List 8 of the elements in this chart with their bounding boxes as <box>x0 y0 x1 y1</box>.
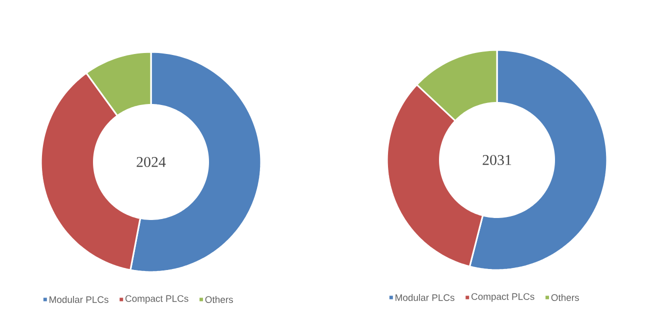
legend-label: Others <box>551 294 579 301</box>
legend-label: Others <box>205 296 233 303</box>
legend-label: Compact PLCs <box>125 295 188 304</box>
legend-label: Compact PLCs <box>471 293 534 302</box>
text: 2024 <box>136 156 166 168</box>
legend-label: Modular PLCs <box>50 296 108 303</box>
text: 2031 <box>482 154 512 166</box>
legend-label: Modular PLCs <box>396 294 454 301</box>
